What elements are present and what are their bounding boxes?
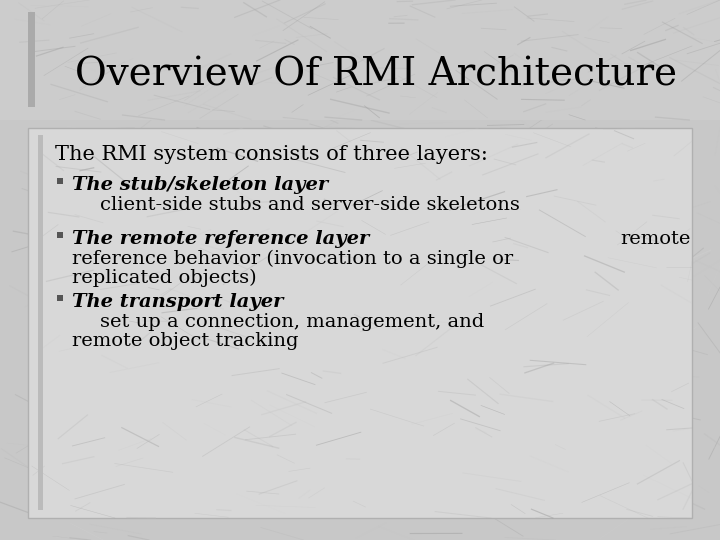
FancyBboxPatch shape xyxy=(0,0,720,120)
FancyBboxPatch shape xyxy=(28,128,692,518)
FancyBboxPatch shape xyxy=(38,135,43,510)
Text: set up a connection, management, and: set up a connection, management, and xyxy=(100,313,485,331)
Text: Overview Of RMI Architecture: Overview Of RMI Architecture xyxy=(75,57,677,93)
Text: The stub/skeleton layer: The stub/skeleton layer xyxy=(72,176,328,194)
Text: The transport layer: The transport layer xyxy=(72,293,284,311)
FancyBboxPatch shape xyxy=(57,295,63,301)
Text: reference behavior (invocation to a single or: reference behavior (invocation to a sing… xyxy=(72,250,513,268)
FancyBboxPatch shape xyxy=(57,232,63,238)
Text: remote object tracking: remote object tracking xyxy=(72,332,299,350)
Text: client-side stubs and server-side skeletons: client-side stubs and server-side skelet… xyxy=(100,196,520,214)
FancyBboxPatch shape xyxy=(57,178,63,184)
Text: The RMI system consists of three layers:: The RMI system consists of three layers: xyxy=(55,145,488,164)
FancyBboxPatch shape xyxy=(28,12,35,107)
Text: The remote reference layer: The remote reference layer xyxy=(72,230,369,248)
Text: replicated objects): replicated objects) xyxy=(72,269,256,287)
Text: remote: remote xyxy=(620,230,690,248)
